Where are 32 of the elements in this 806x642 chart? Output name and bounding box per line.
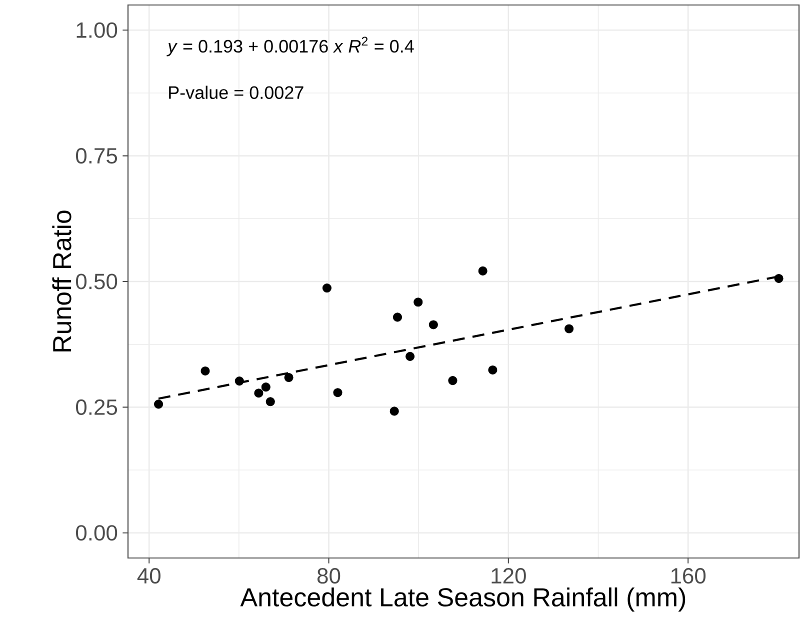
point	[266, 397, 275, 406]
y-axis-title: Runoff Ratio	[52, 210, 72, 352]
y-tick-label: 1.00	[76, 22, 118, 38]
point	[333, 388, 342, 398]
point	[261, 382, 270, 392]
annotation: y = 0.193 + 0.00176 x R$^{2}$ = 0.4	[166, 36, 414, 56]
annotation: P-value = 0.0027	[169, 86, 304, 99]
point	[322, 283, 332, 293]
x-tick-label: 40	[137, 568, 160, 584]
point	[154, 400, 164, 409]
point	[478, 266, 488, 276]
point	[564, 324, 574, 334]
x-tick-label: 160	[671, 568, 706, 584]
point	[390, 406, 399, 416]
y-tick-label: 0.75	[76, 148, 118, 164]
x-tick-label: 80	[317, 568, 340, 584]
x-tick-label: 120	[492, 568, 526, 584]
y-tick-label: 0.25	[76, 399, 118, 415]
point	[234, 376, 244, 386]
point	[448, 376, 458, 386]
point	[428, 320, 438, 330]
point	[254, 388, 264, 398]
point	[414, 298, 423, 307]
point	[392, 312, 402, 322]
point	[488, 365, 498, 375]
x-axis-title: Antecedent Late Season Rainfall (mm)	[240, 587, 686, 612]
y-tick-label: 0.50	[76, 274, 118, 290]
point	[406, 352, 415, 361]
point	[200, 366, 210, 376]
point	[284, 372, 294, 382]
point	[774, 274, 784, 284]
y-tick-label: 0.00	[76, 525, 118, 541]
